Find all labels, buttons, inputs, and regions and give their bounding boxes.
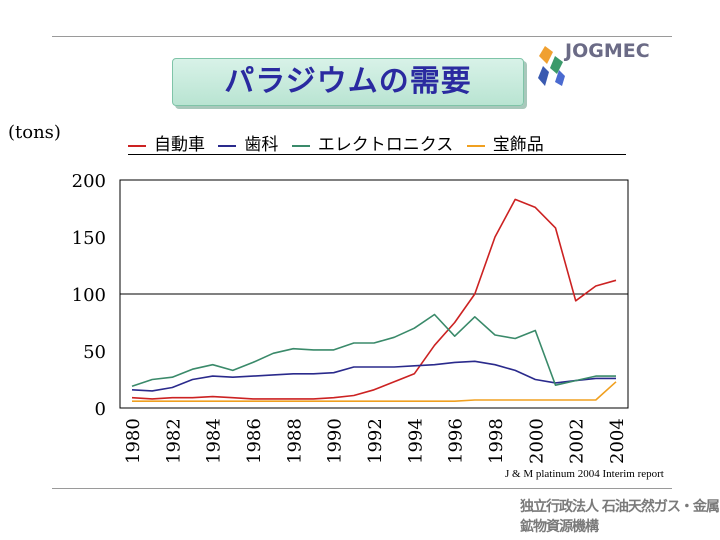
legend-swatch bbox=[128, 144, 146, 147]
legend-swatch bbox=[291, 144, 310, 147]
x-tick-label: 1988 bbox=[284, 418, 305, 464]
series-line-2 bbox=[131, 313, 616, 388]
x-tick-label: 1982 bbox=[163, 418, 184, 464]
jogmec-logo-icon bbox=[538, 46, 565, 86]
x-tick-label: 1998 bbox=[486, 418, 507, 464]
y-tick-label: 0 bbox=[95, 399, 106, 420]
y-tick-label: 100 bbox=[72, 285, 106, 306]
slide-title: パラジウムの需要 bbox=[224, 64, 472, 99]
legend-label: 自動車 bbox=[154, 135, 205, 155]
x-tick-label: 1996 bbox=[446, 418, 467, 464]
series-line-3 bbox=[132, 381, 617, 403]
series-line-1 bbox=[131, 360, 616, 392]
legend-item-dental: 歯科 bbox=[218, 130, 278, 155]
legend-label: 歯科 bbox=[244, 135, 279, 155]
legend-swatch bbox=[466, 144, 485, 147]
x-tick-label: 1986 bbox=[244, 418, 265, 464]
organization-name: 独立行政法人 石油天然ガス・金属鉱物資源機構 bbox=[520, 499, 720, 535]
x-tick-label: 1990 bbox=[325, 418, 346, 464]
y-tick-label: 200 bbox=[72, 171, 106, 192]
y-tick-label: 150 bbox=[72, 228, 106, 249]
legend-label: 宝飾品 bbox=[492, 135, 544, 155]
x-tick-label: 2000 bbox=[526, 418, 547, 464]
y-unit-label: (tons) bbox=[8, 122, 61, 143]
y-tick-label: 50 bbox=[83, 342, 106, 363]
legend-item-automotive: 自動車 bbox=[128, 130, 205, 155]
top-rule bbox=[52, 36, 672, 37]
legend-item-electronics: エレクトロニクス bbox=[291, 130, 454, 155]
series-line-0 bbox=[131, 198, 617, 400]
x-tick-label: 1980 bbox=[123, 418, 144, 464]
title-banner: パラジウムの需要 bbox=[172, 58, 524, 106]
x-tick-label: 1984 bbox=[204, 418, 225, 464]
legend-swatch bbox=[218, 144, 237, 147]
bottom-rule bbox=[52, 488, 672, 489]
x-tick-label: 2002 bbox=[567, 418, 588, 464]
x-tick-label: 1992 bbox=[365, 418, 386, 464]
logo-text: JOGMEC bbox=[565, 40, 650, 62]
chart-legend: 自動車 歯科 エレクトロニクス 宝飾品 bbox=[128, 130, 626, 155]
x-tick-label: 1994 bbox=[405, 418, 426, 464]
source-note: J & M platinum 2004 Interim report bbox=[505, 468, 664, 480]
x-tick-label: 2004 bbox=[607, 418, 628, 464]
legend-label: エレクトロニクス bbox=[317, 135, 454, 155]
legend-item-jewelry: 宝飾品 bbox=[466, 130, 544, 155]
